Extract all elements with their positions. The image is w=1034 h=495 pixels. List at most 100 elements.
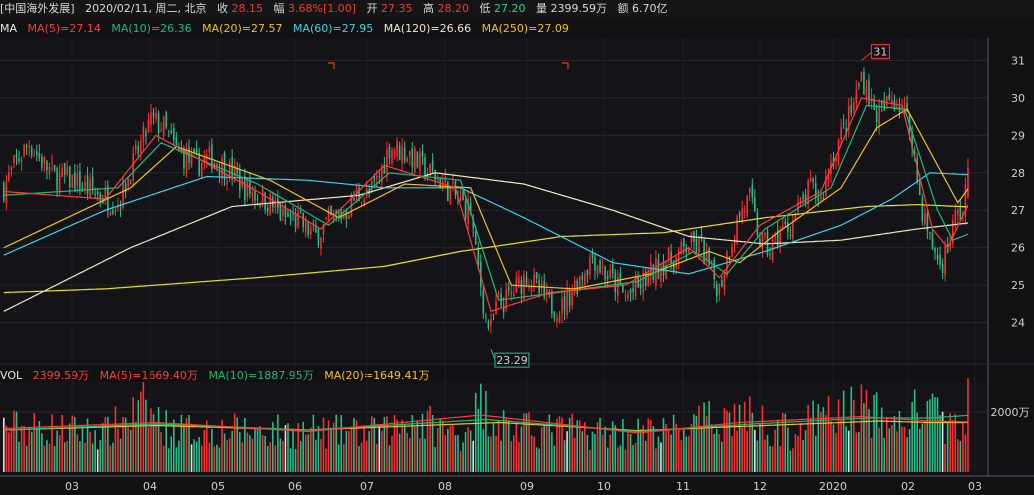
vol-legend-title[interactable]: VOL — [0, 369, 23, 382]
candle-body — [56, 168, 58, 191]
volume-bar — [858, 431, 860, 472]
candle-body — [812, 178, 814, 182]
volume-bar — [789, 450, 792, 472]
volume-bar — [414, 426, 416, 472]
candle-body — [787, 222, 789, 232]
volume-bar — [576, 420, 579, 472]
candle-body — [741, 208, 743, 222]
ma-legend-title[interactable]: MA — [0, 22, 18, 35]
candle-body — [715, 284, 718, 297]
candle-body — [797, 202, 799, 212]
volume-bar — [89, 432, 91, 472]
candle-body — [294, 213, 297, 229]
volume-bar — [868, 409, 870, 472]
candle-body — [218, 170, 221, 176]
volume-bar — [908, 429, 911, 472]
volume-bar — [655, 448, 657, 472]
candle-body — [756, 212, 759, 236]
candle-body — [183, 149, 185, 169]
candle-body — [944, 246, 946, 276]
candle-body — [170, 130, 173, 134]
volume-bar — [814, 435, 817, 472]
open-value: 27.35 — [381, 2, 413, 15]
candle-body — [642, 272, 644, 293]
candle-body — [203, 157, 206, 163]
volume-bar — [667, 429, 670, 472]
volume-bar — [578, 420, 581, 472]
candle-body — [518, 277, 520, 285]
volume-bar — [383, 417, 386, 472]
candle-body — [639, 283, 642, 289]
volume-bar — [776, 419, 779, 472]
ma120-legend: MA(120)=26.66 — [383, 22, 472, 35]
candle-body — [375, 175, 378, 179]
candle-body — [424, 157, 426, 179]
candle-body — [736, 216, 738, 244]
price-tick-label: 26 — [1011, 242, 1025, 255]
volume-bar — [381, 430, 383, 472]
candle-body — [284, 205, 287, 218]
candle-body — [41, 156, 43, 169]
volume-bar — [200, 445, 203, 472]
volume-bar — [436, 427, 439, 472]
candle-body — [251, 192, 254, 197]
volume-bar — [137, 400, 140, 472]
candle-body — [140, 141, 142, 153]
price-pane — [0, 38, 987, 360]
volume-bar — [510, 441, 513, 472]
candle-body — [591, 252, 594, 257]
candle-body — [302, 212, 304, 228]
candle-body — [383, 165, 386, 174]
volume-bar — [269, 442, 272, 472]
candle-body — [71, 174, 74, 188]
high-value: 28.20 — [437, 2, 470, 15]
high-label: 高 — [423, 2, 435, 15]
volume-bar — [863, 403, 865, 472]
candle-body — [462, 191, 464, 201]
low-marker-label: 23.29 — [496, 354, 528, 367]
volume-bar — [865, 389, 868, 472]
candle-body — [30, 147, 33, 156]
stock-name[interactable]: [中国海外发展] — [0, 2, 75, 15]
candle-body — [868, 80, 870, 105]
volume-bar — [617, 447, 619, 472]
volume-bar — [185, 418, 188, 472]
candle-body — [875, 111, 878, 123]
candle-body — [967, 167, 969, 198]
candle-body — [698, 238, 700, 253]
candle-body — [391, 149, 393, 163]
volume-bar — [568, 417, 571, 472]
candle-body — [728, 256, 731, 258]
candle-body — [228, 161, 231, 178]
candle-body — [249, 179, 251, 194]
volume-bar — [71, 415, 74, 472]
volume-bar — [683, 429, 685, 472]
candle-body — [840, 127, 842, 140]
candle-body — [211, 144, 213, 170]
candle-body — [175, 137, 178, 146]
volume-bar — [586, 435, 589, 472]
volume-bar — [837, 399, 840, 472]
price-tick-label: 24 — [1011, 317, 1025, 330]
price-tick-label: 30 — [1011, 92, 1025, 105]
volume-bar — [951, 420, 954, 472]
candle-body — [814, 183, 817, 197]
candle-body — [310, 228, 312, 235]
volume-bar — [487, 436, 490, 472]
volume-bar — [802, 440, 804, 472]
volume-bar — [911, 402, 913, 472]
volume-bar — [556, 418, 558, 472]
candle-body — [667, 248, 670, 260]
volume-bar — [53, 446, 56, 472]
candle-body — [340, 211, 343, 220]
volume-bar — [284, 424, 287, 472]
volume-bar — [162, 445, 165, 472]
candle-body — [231, 157, 233, 180]
vol-ma5-legend: MA(5)=1669.40万 — [99, 369, 198, 382]
low-marker-box — [494, 352, 530, 368]
volume-bar — [155, 424, 157, 472]
candle-body — [99, 193, 102, 201]
candle-body — [885, 96, 888, 107]
volume-bar — [619, 445, 622, 472]
